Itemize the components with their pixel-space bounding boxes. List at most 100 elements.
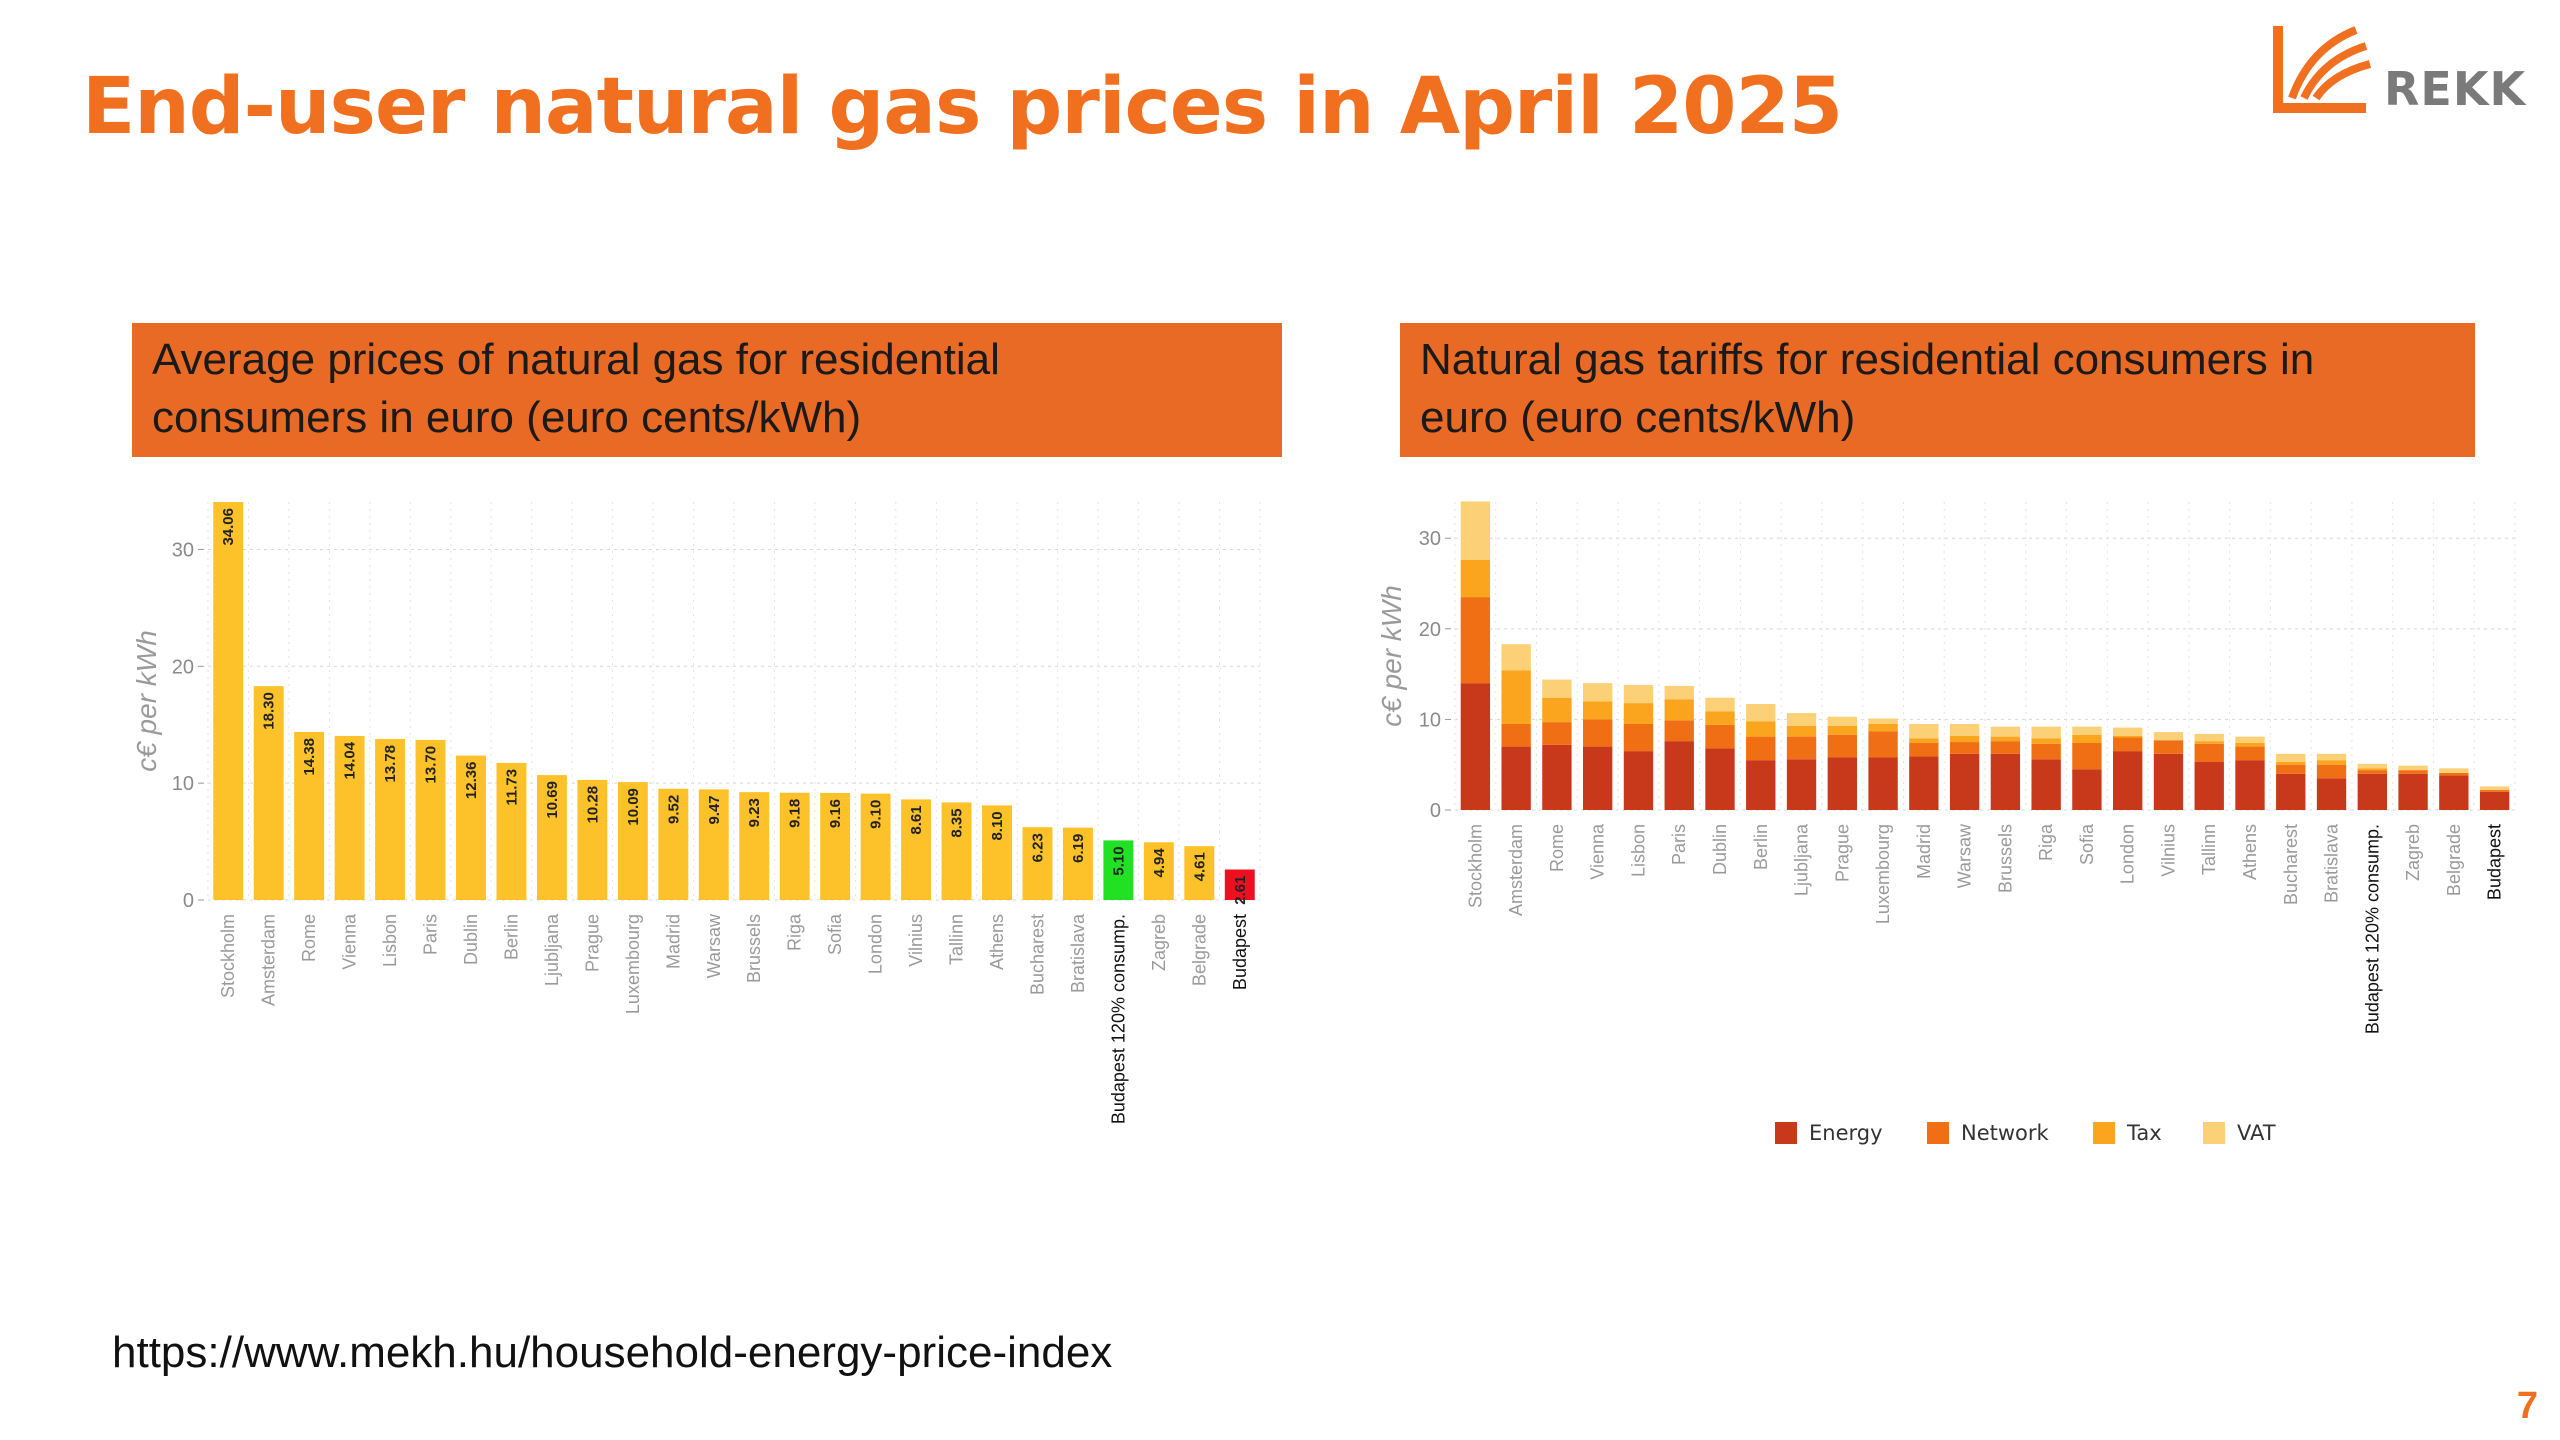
legend-item-network: Network	[1927, 1121, 2050, 1145]
left-chart-header-line2: consumers in euro (euro cents/kWh)	[152, 393, 862, 442]
stack-network-segment	[1909, 742, 1939, 757]
stack-vat-segment	[1746, 704, 1776, 722]
stack-vat-segment	[1705, 697, 1735, 712]
y-tick-label: 30	[172, 539, 194, 561]
stack-network-segment	[1501, 723, 1531, 747]
stack-network-segment	[1542, 722, 1572, 745]
stack-vat-segment	[1786, 713, 1817, 726]
stack-network-segment	[2357, 770, 2387, 774]
x-tick-label: Bucharest	[2281, 824, 2301, 905]
x-tick-label: Berlin	[501, 914, 521, 960]
stack-network-segment	[2235, 746, 2265, 761]
stack-energy-segment	[1746, 760, 1776, 810]
stack-energy-segment	[1827, 757, 1857, 810]
source-link[interactable]: https://www.mekh.hu/household-energy-pri…	[112, 1328, 1113, 1377]
legend-swatch	[2093, 1122, 2115, 1144]
bar-lisbon	[375, 738, 406, 900]
y-tick-label: 10	[172, 773, 194, 795]
stack-tax-segment	[2194, 741, 2224, 744]
x-tick-label: Bratislava	[1068, 913, 1088, 993]
stack-tax-segment	[1460, 559, 1491, 598]
bar-value-label: 14.04	[342, 741, 359, 779]
x-tick-label: Athens	[2240, 824, 2260, 880]
x-tick-label: Vilnius	[906, 914, 926, 967]
bar-value-label: 9.47	[706, 795, 723, 824]
x-tick-label: Paris	[421, 914, 441, 955]
y-tick-label: 0	[1430, 800, 1441, 822]
stack-vat-segment	[1460, 501, 1491, 560]
legend-swatch	[1927, 1122, 1949, 1144]
x-tick-label: London	[2118, 824, 2138, 884]
rekk-logo-icon	[2273, 26, 2372, 113]
stack-tax-segment	[1583, 701, 1613, 720]
stack-network-segment	[2316, 764, 2347, 779]
stack-vat-segment	[2357, 763, 2387, 769]
x-tick-label: Luxembourg	[623, 914, 643, 1014]
stack-tax-segment	[2357, 768, 2387, 771]
stack-vat-segment	[1949, 723, 1980, 736]
right-chart-header-line2: euro (euro cents/kWh)	[1420, 393, 1856, 442]
bar-brussels	[739, 792, 770, 900]
y-tick-label: 20	[172, 656, 194, 678]
stack-energy-segment	[1664, 741, 1694, 810]
stack-tax-segment	[2235, 742, 2265, 747]
x-tick-label: Bucharest	[1027, 914, 1047, 995]
x-tick-label: Madrid	[663, 914, 683, 969]
bar-riga	[779, 792, 810, 900]
x-tick-label: Amsterdam	[1506, 824, 1526, 916]
legend-label: VAT	[2237, 1121, 2276, 1145]
x-tick-label: Brussels	[744, 914, 764, 983]
bar-bucharest	[1022, 827, 1053, 900]
stack-tax-segment	[1501, 670, 1531, 724]
legend-label: Tax	[2126, 1121, 2162, 1145]
stack-energy-segment	[1868, 757, 1898, 810]
stack-vat-segment	[2031, 726, 2061, 739]
bar-value-label: 13.78	[382, 745, 399, 783]
bar-value-label: 11.73	[503, 769, 520, 806]
bar-value-label: 6.19	[1070, 834, 1087, 863]
stack-network-segment	[2439, 772, 2469, 776]
bar-value-label: 14.38	[301, 738, 318, 776]
x-tick-label: Zagreb	[2403, 824, 2423, 881]
stack-energy-segment	[1583, 746, 1613, 810]
stack-network-segment	[1990, 741, 2021, 754]
bar-value-label: 9.23	[746, 798, 763, 827]
x-tick-label: Rome	[1547, 824, 1567, 872]
stack-energy-segment	[1460, 683, 1491, 810]
stack-tax-segment	[1542, 697, 1572, 723]
x-tick-label: Ljubljana	[542, 913, 562, 986]
stack-tax-segment	[1746, 721, 1776, 737]
bar-value-label: 9.10	[868, 800, 885, 829]
bar-value-label: 34.06	[220, 508, 237, 546]
legend-label: Energy	[1809, 1121, 1883, 1145]
y-axis-label: c€ per kWh	[131, 630, 162, 772]
bar-value-label: 18.30	[261, 692, 278, 730]
bar-value-label: 2.61	[1232, 876, 1249, 905]
x-tick-label: Belgrade	[2444, 824, 2464, 896]
bar-luxembourg	[617, 782, 648, 900]
bar-dublin	[456, 755, 486, 900]
left-chart-header-line1: Average prices of natural gas for reside…	[152, 335, 1000, 384]
stack-tax-segment	[2276, 761, 2306, 765]
stack-vat-segment	[1501, 644, 1531, 671]
stack-energy-segment	[1949, 753, 1980, 810]
logo-text: REKK	[2384, 62, 2527, 116]
y-axis-label: c€ per kWh	[1376, 585, 1407, 727]
stack-vat-segment	[1542, 679, 1572, 698]
y-tick-label: 30	[1419, 528, 1441, 550]
stack-energy-segment	[1542, 744, 1572, 810]
bar-vienna	[334, 735, 365, 900]
bar-stockholm	[213, 502, 244, 900]
stack-vat-segment	[2398, 765, 2428, 771]
bar-belgrade	[1184, 846, 1215, 900]
stack-network-segment	[2398, 770, 2428, 774]
x-tick-label: Prague	[1832, 824, 1852, 882]
bar-value-label: 9.18	[787, 799, 804, 828]
right-chart-header-line1: Natural gas tariffs for residential cons…	[1420, 335, 2315, 384]
stack-energy-segment	[1501, 746, 1531, 810]
x-tick-label: Paris	[1669, 824, 1689, 865]
bar-berlin	[496, 762, 527, 900]
x-tick-label: Budapest	[2485, 824, 2505, 900]
stack-energy-segment	[1909, 756, 1939, 810]
stack-network-segment	[2479, 790, 2510, 792]
